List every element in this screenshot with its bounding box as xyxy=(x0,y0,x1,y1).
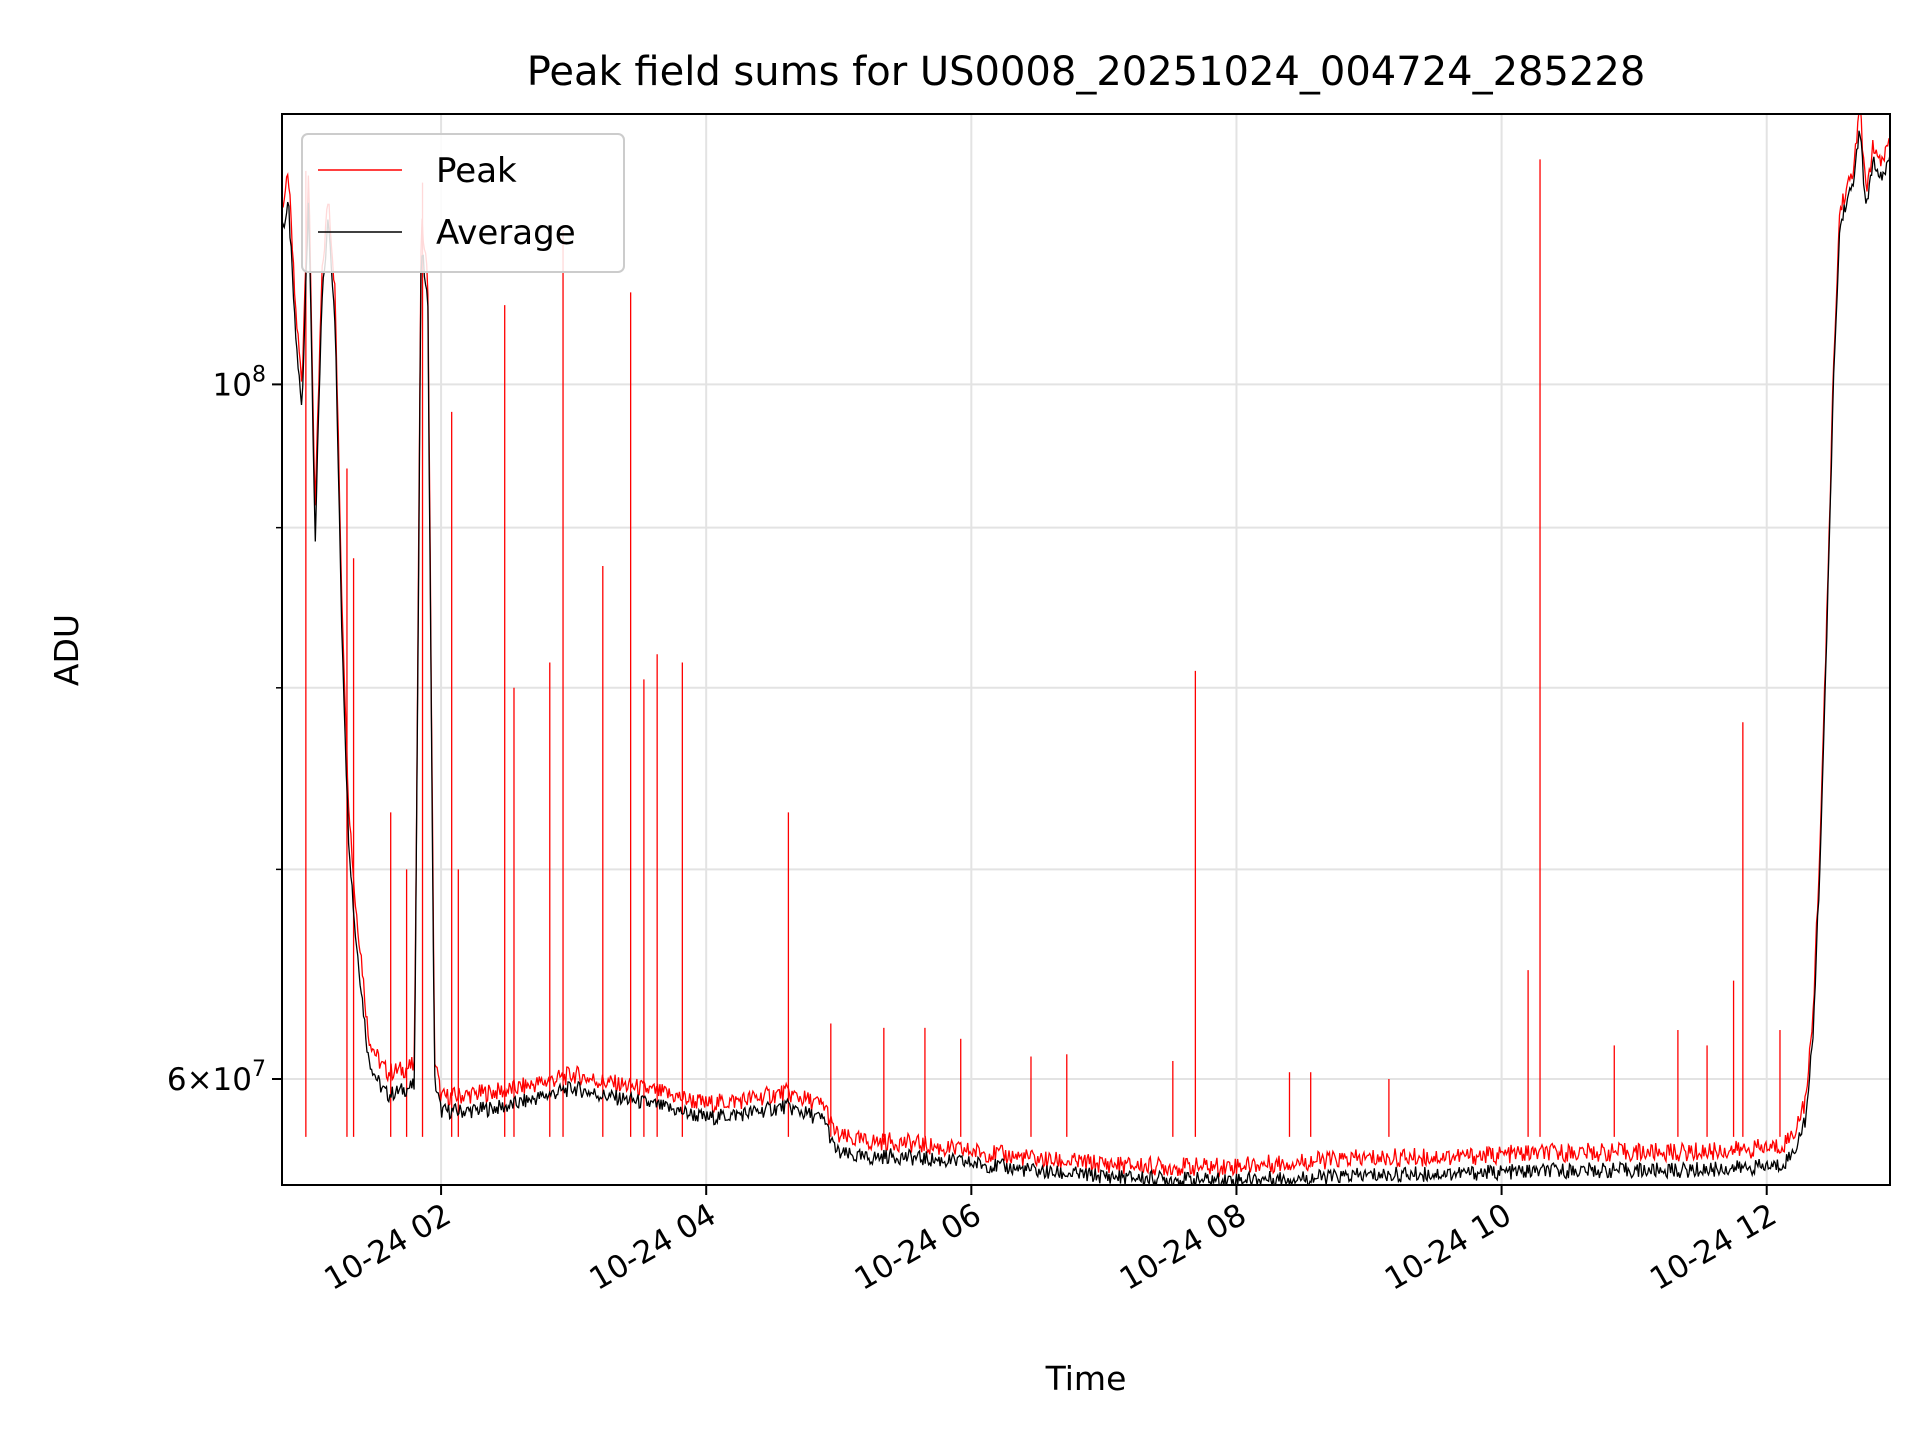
plot-frame xyxy=(281,113,1891,1186)
chart-title: Peak field sums for US0008_20251024_0047… xyxy=(527,49,1646,95)
legend-box xyxy=(301,133,625,273)
y-tick-label-base: 6 xyxy=(167,1062,187,1098)
series-line-average xyxy=(282,130,1890,1185)
y-tick-label-exponent: 8 xyxy=(252,362,266,387)
legend-label-peak: Peak xyxy=(436,151,517,191)
legend: Peak Average xyxy=(301,133,625,273)
y-axis-label: ADU xyxy=(47,614,86,686)
series-layer xyxy=(282,114,1890,1185)
y-tick-label: 108 xyxy=(213,362,266,403)
legend-label-average: Average xyxy=(436,213,576,253)
y-tick-label-times: ×10 xyxy=(187,1062,252,1098)
y-tick-label-exponent: 7 xyxy=(252,1057,266,1082)
y-tick-label: 6×107 xyxy=(167,1057,266,1098)
x-axis-label: Time xyxy=(1045,1359,1127,1398)
y-tick-label-ten: 10 xyxy=(213,367,252,403)
